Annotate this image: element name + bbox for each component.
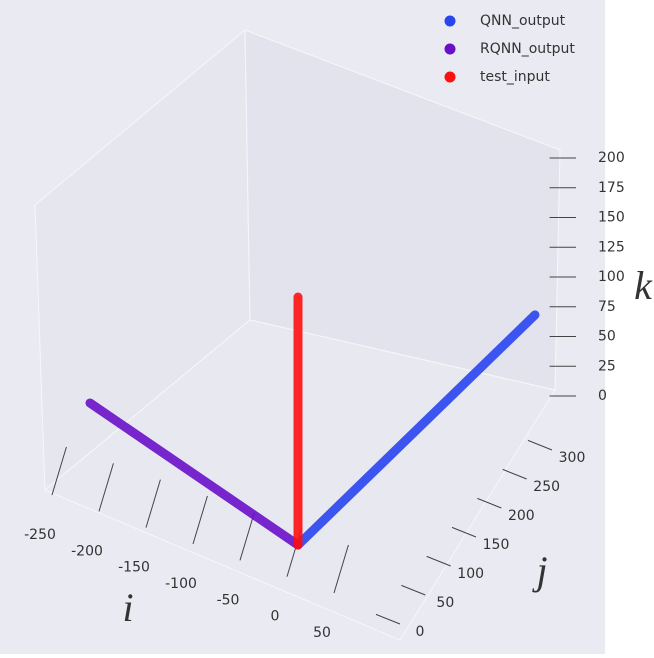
undefined-tick-label: 25 — [598, 358, 616, 374]
undefined-tick-label: 75 — [598, 299, 616, 315]
z-axis-label: k — [634, 263, 653, 308]
x-tick — [98, 463, 114, 512]
undefined-tick-label: 200 — [598, 150, 625, 166]
y-tick-label: 200 — [508, 508, 535, 524]
y-tick — [477, 497, 502, 509]
x-tick — [333, 544, 349, 594]
undefined-tick-label: 0 — [598, 388, 607, 404]
x-tick — [145, 479, 161, 528]
legend-label: QNN_output — [480, 13, 566, 29]
y-tick-label: 0 — [416, 624, 425, 640]
x-tick — [51, 446, 67, 496]
x-tick-label: -50 — [217, 592, 240, 608]
x-tick-label: 0 — [271, 609, 280, 625]
legend: QNN_output RQNN_output test_input — [444, 13, 575, 85]
undefined-tick-label: 100 — [598, 269, 625, 285]
y-tick — [426, 555, 451, 567]
series-line — [85, 398, 303, 550]
y-tick — [527, 439, 553, 451]
x-tick-label: -200 — [71, 543, 103, 559]
y-tick — [401, 584, 426, 596]
legend-label: RQNN_output — [480, 41, 575, 57]
x-tick — [239, 512, 255, 561]
x-tick-label: -100 — [165, 576, 197, 592]
y-tick-label: 150 — [483, 537, 510, 553]
y-tick-label: 50 — [436, 595, 454, 611]
legend-label: test_input — [480, 69, 550, 85]
legend-marker — [444, 43, 456, 55]
undefined-tick-label: 175 — [598, 180, 625, 196]
legend-marker — [444, 71, 456, 83]
undefined-tick-label: 125 — [598, 239, 625, 255]
x-tick-label: -150 — [118, 560, 150, 576]
y-tick — [451, 526, 477, 538]
series-line — [293, 310, 540, 550]
x-tick-label: 50 — [313, 625, 331, 641]
y-axis-label: j — [531, 548, 547, 593]
y-tick-label: 100 — [457, 566, 484, 582]
x-tick — [192, 495, 208, 545]
undefined-tick-label: 50 — [598, 329, 616, 345]
y-tick-label: 250 — [533, 479, 560, 495]
x-axis-label: i — [122, 585, 133, 630]
y-tick — [502, 468, 527, 480]
legend-marker — [444, 15, 456, 27]
y-tick — [375, 613, 401, 625]
y-tick-label: 300 — [559, 450, 586, 466]
undefined-tick-label: 150 — [598, 210, 625, 226]
x-tick-label: -250 — [24, 527, 56, 543]
